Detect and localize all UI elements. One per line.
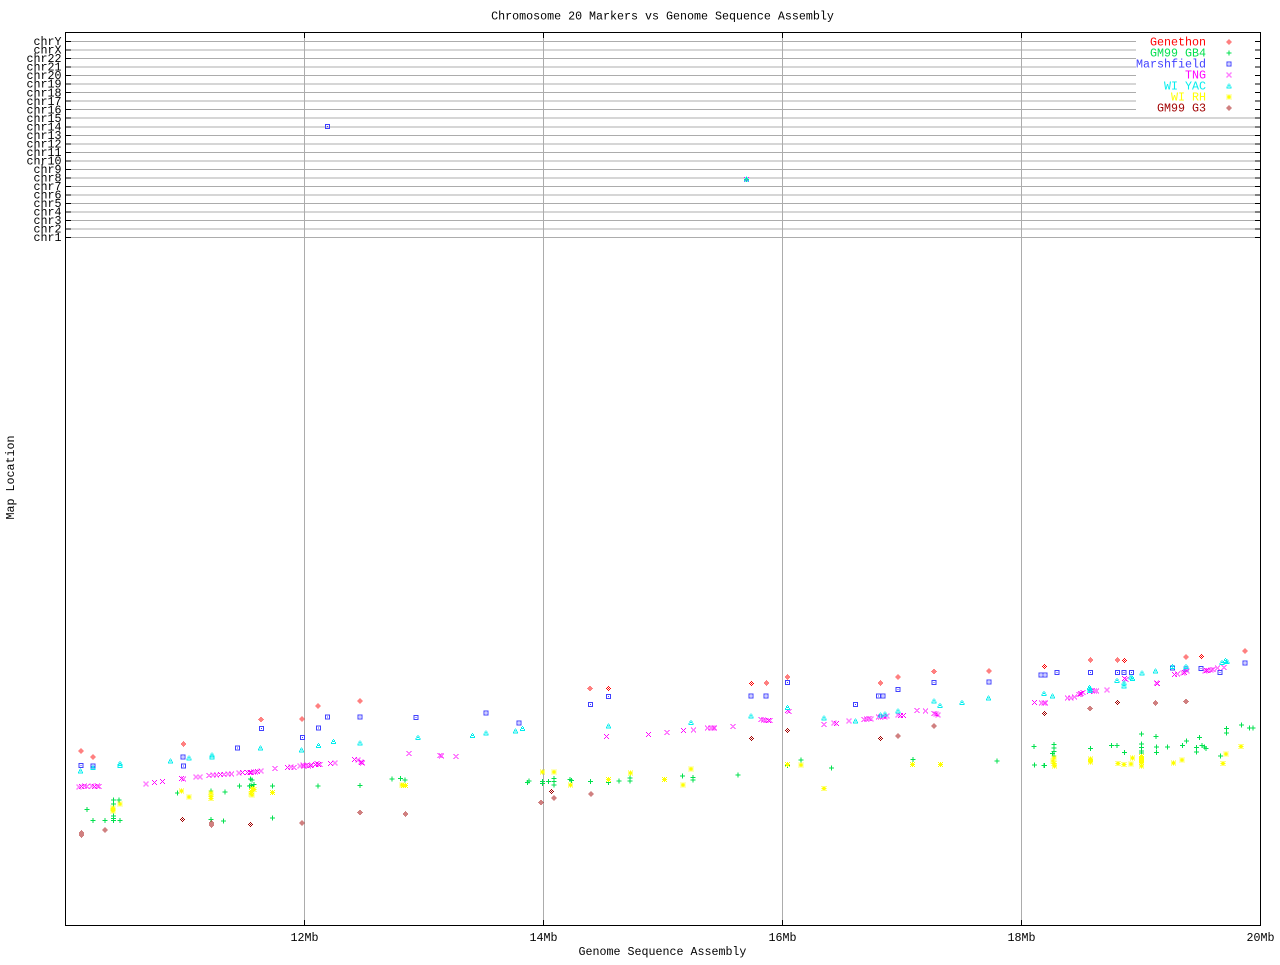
svg-text:chr4: chr4 bbox=[34, 206, 62, 220]
svg-text:chr22: chr22 bbox=[27, 52, 62, 66]
svg-text:chr16: chr16 bbox=[27, 103, 62, 117]
svg-text:chr9: chr9 bbox=[34, 163, 62, 177]
svg-text:chr8: chr8 bbox=[34, 172, 62, 186]
svg-text:18Mb: 18Mb bbox=[1008, 931, 1036, 945]
svg-text:chr15: chr15 bbox=[27, 112, 62, 126]
svg-text:16Mb: 16Mb bbox=[769, 931, 797, 945]
svg-text:chr14: chr14 bbox=[27, 120, 62, 134]
svg-text:GM99 G3: GM99 G3 bbox=[1157, 102, 1206, 116]
svg-text:TNG: TNG bbox=[1185, 69, 1206, 83]
svg-text:chr1: chr1 bbox=[34, 231, 62, 245]
svg-text:20Mb: 20Mb bbox=[1247, 931, 1275, 945]
svg-text:chrY: chrY bbox=[34, 35, 62, 49]
svg-text:chr3: chr3 bbox=[34, 214, 62, 228]
svg-text:chr18: chr18 bbox=[27, 86, 62, 100]
svg-text:12Mb: 12Mb bbox=[291, 931, 319, 945]
svg-text:chr21: chr21 bbox=[27, 61, 62, 75]
svg-text:Chromosome 20 Markers vs Genom: Chromosome 20 Markers vs Genome Sequence… bbox=[491, 10, 834, 24]
svg-text:WI RH: WI RH bbox=[1171, 91, 1206, 105]
svg-text:chr20: chr20 bbox=[27, 69, 62, 83]
svg-text:chr5: chr5 bbox=[34, 197, 62, 211]
svg-text:chrX: chrX bbox=[34, 44, 62, 58]
svg-text:WI YAC: WI YAC bbox=[1164, 80, 1206, 94]
svg-text:chr19: chr19 bbox=[27, 78, 62, 92]
svg-text:14Mb: 14Mb bbox=[530, 931, 558, 945]
svg-text:chr10: chr10 bbox=[27, 155, 62, 169]
svg-text:GM99 GB4: GM99 GB4 bbox=[1150, 47, 1206, 61]
svg-text:Genethon: Genethon bbox=[1150, 36, 1206, 50]
svg-text:chr6: chr6 bbox=[34, 189, 62, 203]
svg-text:chr12: chr12 bbox=[27, 137, 62, 151]
svg-text:chr17: chr17 bbox=[27, 95, 62, 109]
svg-text:chr7: chr7 bbox=[34, 180, 62, 194]
svg-text:Marshfield: Marshfield bbox=[1136, 58, 1206, 72]
svg-text:Genome Sequence Assembly: Genome Sequence Assembly bbox=[579, 945, 747, 959]
svg-text:chr2: chr2 bbox=[34, 223, 62, 237]
svg-text:chr11: chr11 bbox=[27, 146, 62, 160]
svg-text:Map Location: Map Location bbox=[4, 436, 18, 520]
svg-text:chr13: chr13 bbox=[27, 129, 62, 143]
